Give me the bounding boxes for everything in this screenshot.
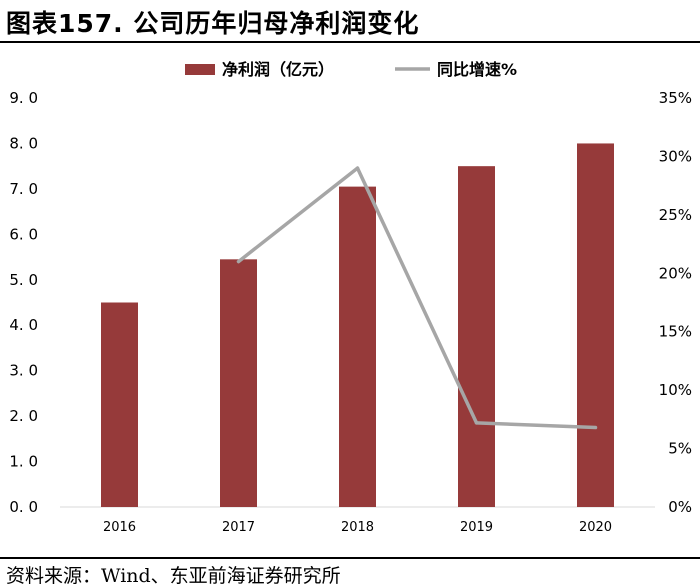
bar-series — [101, 143, 614, 507]
figure-title: 图表157. 公司历年归母净利润变化 — [6, 9, 420, 38]
left-tick-label: 9. 0 — [9, 89, 38, 107]
legend-swatch-bar — [185, 64, 215, 75]
x-tick-label: 2016 — [103, 520, 136, 535]
right-tick-label: 10% — [659, 381, 692, 399]
x-axis-ticks: 2016 2017 2018 2019 2020 — [103, 520, 612, 535]
bar — [577, 143, 614, 507]
left-tick-label: 7. 0 — [9, 180, 38, 198]
footer-divider — [0, 557, 700, 559]
line-segment — [355, 166, 479, 425]
growth-line-series — [236, 166, 598, 430]
right-tick-label: 5% — [668, 440, 692, 458]
line-segment — [236, 166, 360, 264]
right-tick-label: 15% — [659, 323, 692, 341]
chart-canvas: 净利润（亿元） 同比增速% 0. 0 1. 0 2. 0 3. 0 4. 0 5. 0 6.… — [9, 60, 692, 535]
bar — [220, 259, 257, 507]
left-tick-label: 3. 0 — [9, 362, 38, 380]
chart-legend: 净利润（亿元） 同比增速% — [185, 60, 517, 79]
right-axis: 0% 5% 10% 15% 20% 25% 30% 35% — [659, 89, 692, 516]
line-segment — [474, 421, 598, 430]
right-tick-label: 20% — [659, 264, 692, 282]
bar — [101, 302, 138, 507]
x-tick-label: 2018 — [341, 520, 374, 535]
right-tick-label: 0% — [668, 498, 692, 516]
left-tick-label: 6. 0 — [9, 225, 38, 243]
left-tick-label: 2. 0 — [9, 407, 38, 425]
left-tick-label: 8. 0 — [9, 134, 38, 152]
x-tick-label: 2019 — [460, 520, 493, 535]
x-tick-label: 2020 — [579, 520, 612, 535]
right-tick-label: 30% — [659, 147, 692, 165]
source-note: 资料来源：Wind、东亚前海证券研究所 — [6, 565, 341, 587]
left-tick-label: 5. 0 — [9, 271, 38, 289]
left-tick-label: 1. 0 — [9, 453, 38, 471]
title-bar: 图表157. 公司历年归母净利润变化 — [0, 0, 700, 40]
legend-label-bar: 净利润（亿元） — [222, 60, 334, 79]
x-tick-label: 2017 — [222, 520, 255, 535]
title-divider — [0, 41, 700, 43]
left-tick-label: 0. 0 — [9, 498, 38, 516]
right-tick-label: 35% — [659, 89, 692, 107]
left-axis: 0. 0 1. 0 2. 0 3. 0 4. 0 5. 0 6. 0 7. 0 8. 0 9. 0 — [9, 89, 38, 516]
legend-label-line: 同比增速% — [437, 60, 517, 79]
bar — [339, 186, 376, 507]
bar — [458, 166, 495, 507]
left-tick-label: 4. 0 — [9, 316, 38, 334]
right-tick-label: 25% — [659, 206, 692, 224]
